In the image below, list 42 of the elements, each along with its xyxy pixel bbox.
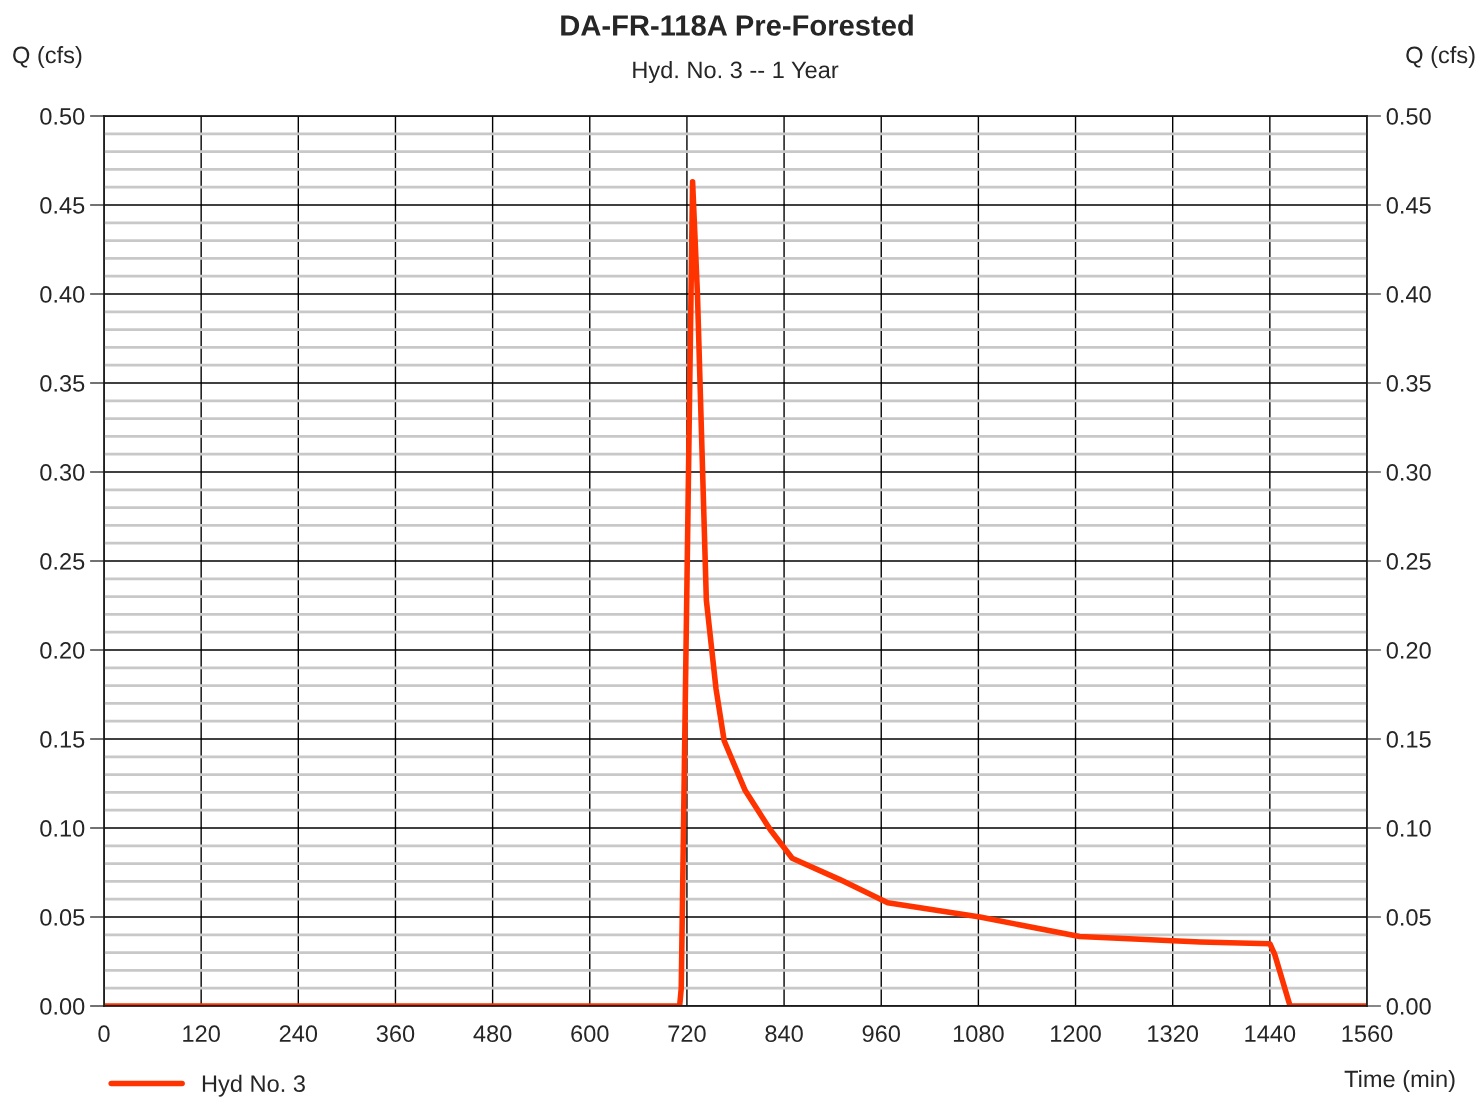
x-tick-label: 120	[183, 1025, 220, 1043]
y2-tick-label: 0.25	[1386, 553, 1431, 570]
y2-tick-label: 0.40	[1386, 286, 1431, 303]
y-tick-label: 0.10	[40, 820, 85, 837]
y-tick-label: 0.40	[40, 286, 85, 303]
y-tick-label: 0.35	[40, 375, 85, 392]
y2-tick-label: 0.20	[1386, 642, 1431, 659]
x-tick-label: 1320	[1148, 1025, 1199, 1043]
y-tick-label: 0.30	[40, 464, 85, 481]
y2-tick-label: 0.35	[1386, 375, 1431, 392]
y-tick-label: 0.50	[40, 108, 85, 125]
x-tick-label: 1560	[1342, 1025, 1393, 1043]
x-tick-label: 240	[279, 1025, 318, 1043]
y-axis-title: Q (cfs)	[13, 46, 82, 68]
legend-label: Hyd No. 3	[202, 1074, 305, 1097]
x-tick-label: 480	[473, 1025, 512, 1043]
x-tick-label: 0	[98, 1025, 110, 1043]
y2-tick-label: 0.10	[1386, 820, 1431, 837]
x-tick-label: 1200	[1051, 1025, 1101, 1043]
x-tick-label: 720	[668, 1025, 706, 1043]
y-tick-label: 0.05	[40, 909, 85, 926]
y2-tick-label: 0.15	[1386, 731, 1431, 748]
y2-axis-title: Q (cfs)	[1406, 46, 1475, 68]
y2-tick-label: 0.05	[1386, 909, 1431, 926]
y-tick-label: 0.25	[40, 553, 85, 570]
x-tick-label: 960	[862, 1025, 901, 1043]
chart-subtitle: Hyd. No. 3 -- 1 Year	[633, 61, 839, 83]
y2-tick-label: 0.50	[1386, 108, 1431, 125]
y-tick-label: 0.15	[40, 731, 85, 748]
y-tick-label: 0.45	[40, 197, 85, 214]
x-tick-label: 840	[765, 1025, 803, 1043]
y2-tick-label: 0.45	[1386, 197, 1431, 214]
y2-tick-label: 0.30	[1386, 464, 1431, 481]
y2-tick-label: 0.00	[1386, 998, 1431, 1015]
x-tick-label: 360	[376, 1025, 415, 1043]
x-tick-label: 1080	[953, 1025, 1004, 1043]
x-tick-label: 600	[571, 1025, 609, 1043]
x-tick-label: 1440	[1245, 1025, 1296, 1043]
x-axis-title: Time (min)	[1344, 1069, 1455, 1092]
chart-title: DA-FR-118A Pre-Forested	[561, 14, 913, 36]
y-tick-label: 0.00	[40, 998, 85, 1015]
y-tick-label: 0.20	[40, 642, 85, 659]
